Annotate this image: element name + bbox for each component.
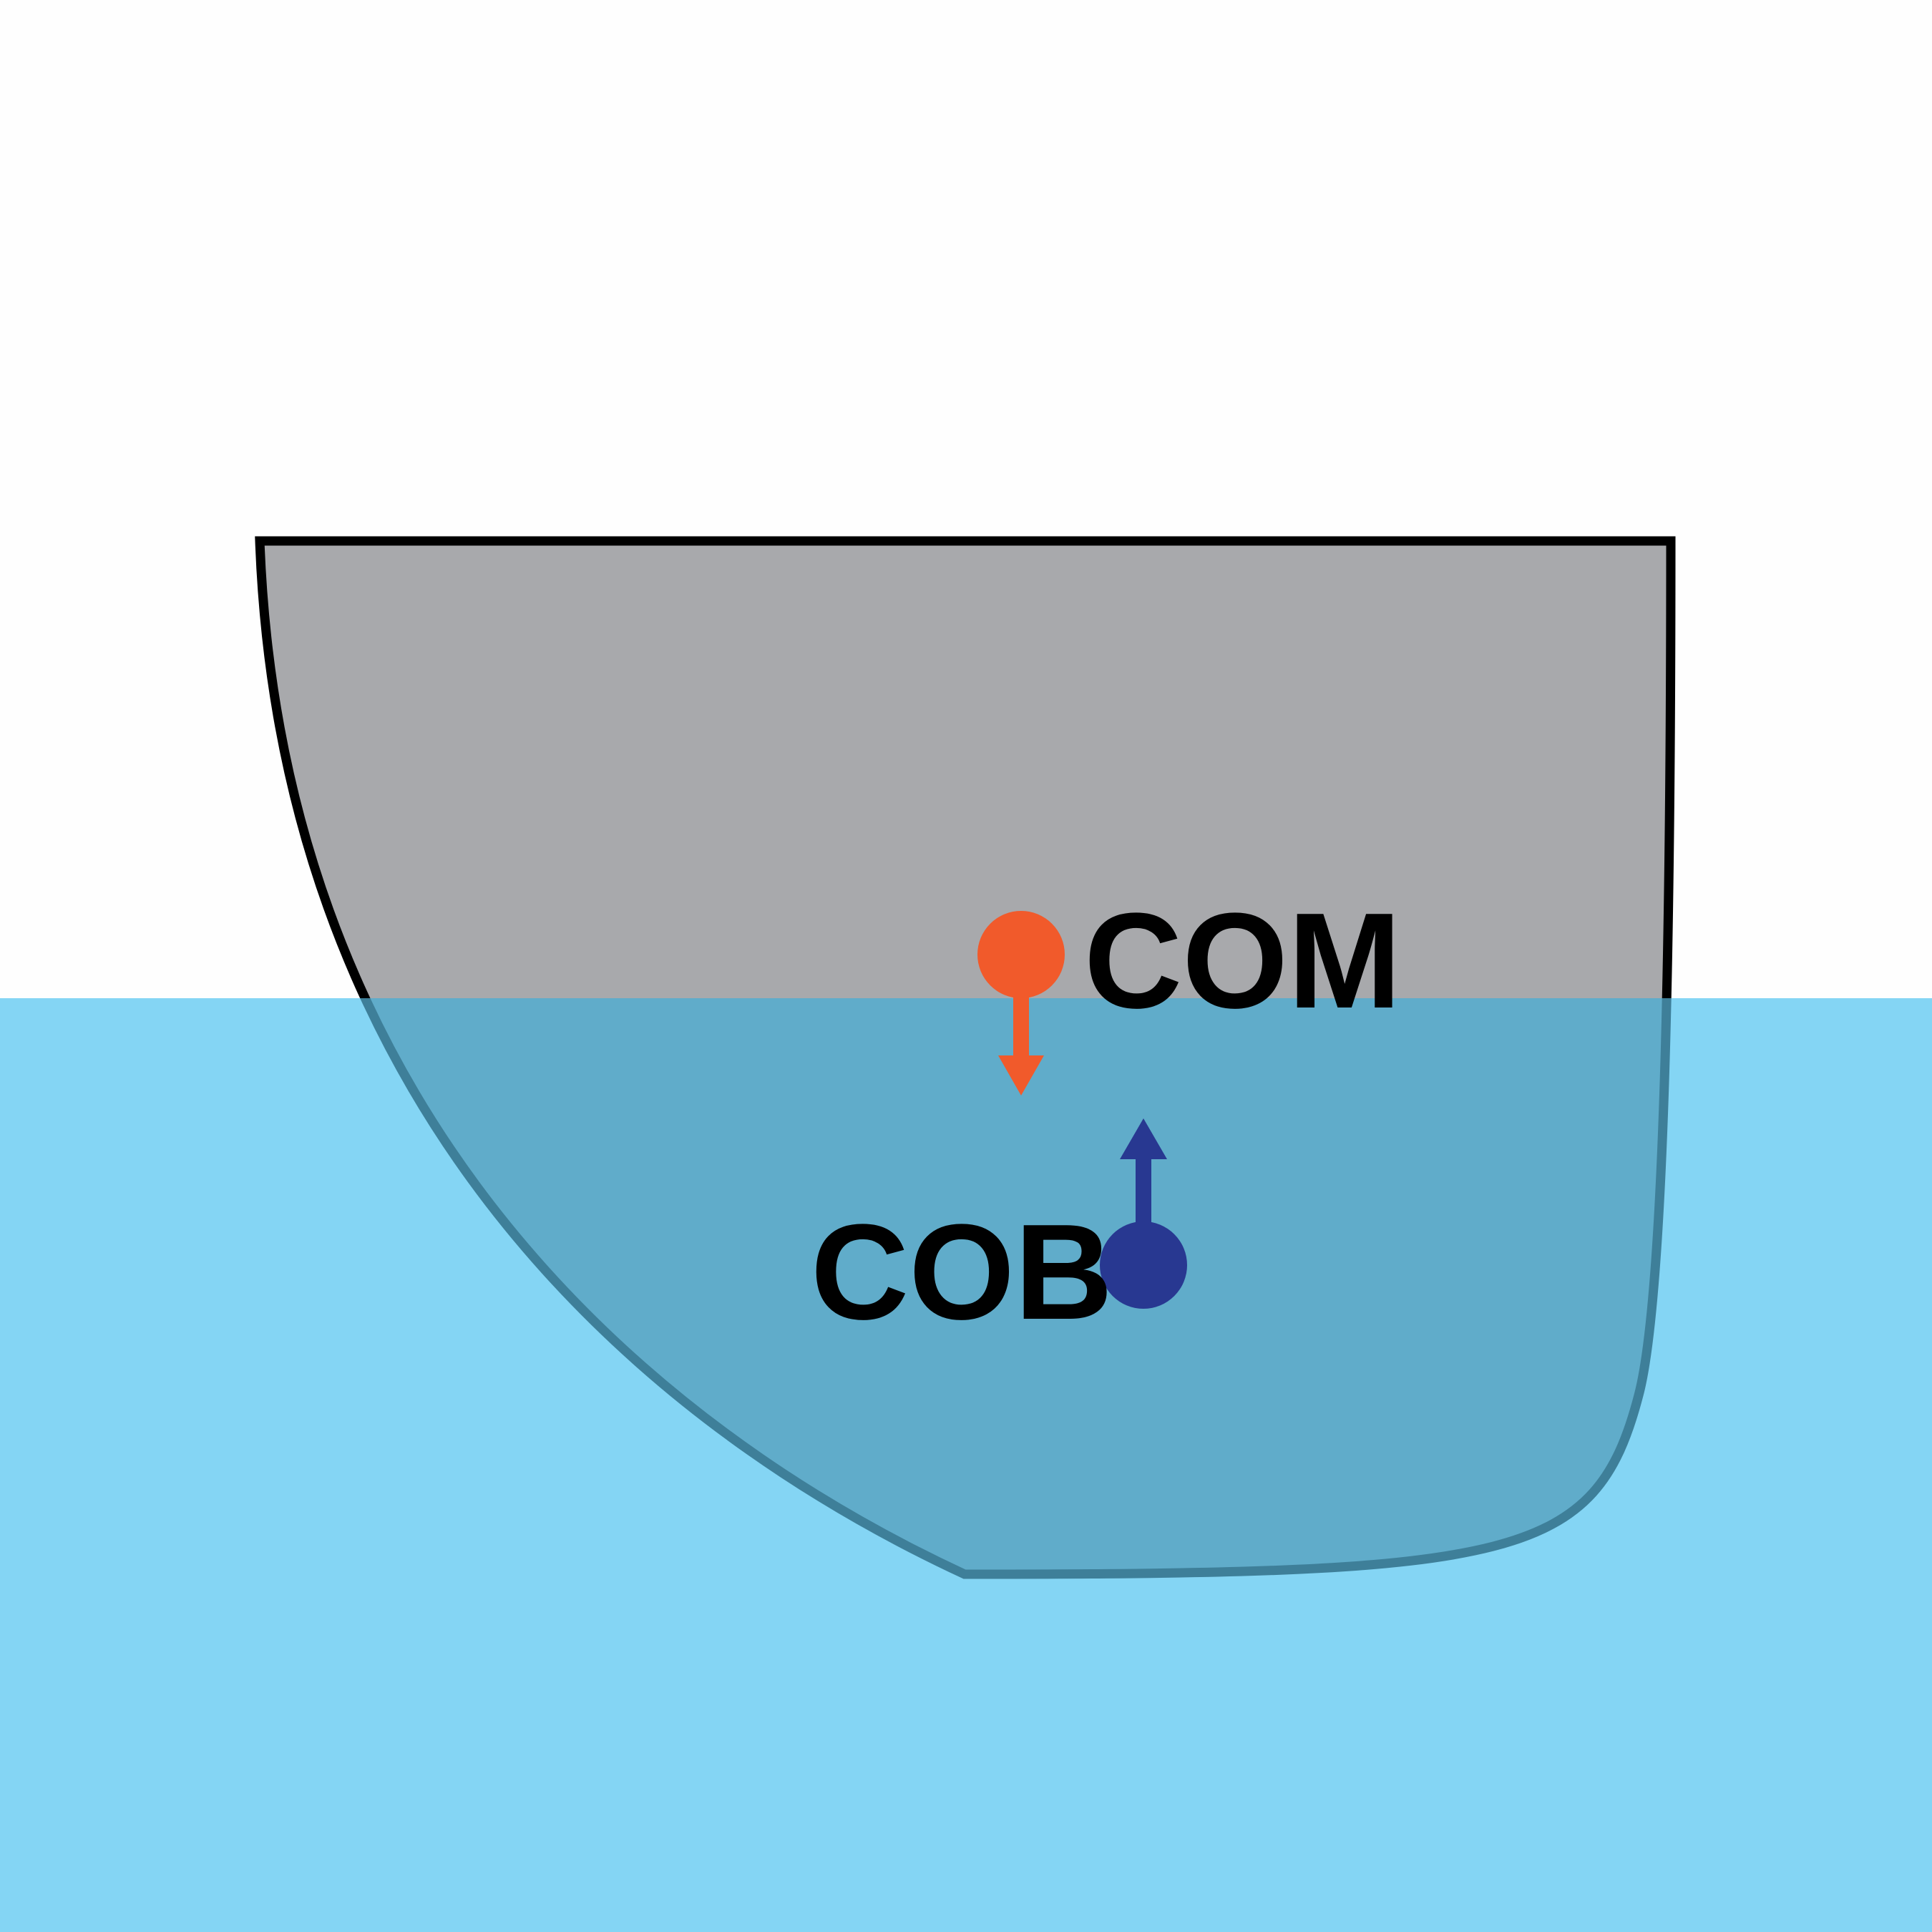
down-arrow-icon [998, 1055, 1044, 1096]
center-of-buoyancy: COB [811, 1118, 1187, 1348]
com-marker [977, 911, 1065, 998]
hull-below-water [360, 998, 1672, 1579]
center-of-mass: COM [977, 885, 1401, 1096]
up-arrow-icon [1120, 1118, 1167, 1159]
hull-above-water [255, 536, 1676, 998]
cob-marker [1100, 1221, 1187, 1309]
com-label: COM [1084, 885, 1401, 1037]
cob-label: COB [811, 1196, 1113, 1348]
